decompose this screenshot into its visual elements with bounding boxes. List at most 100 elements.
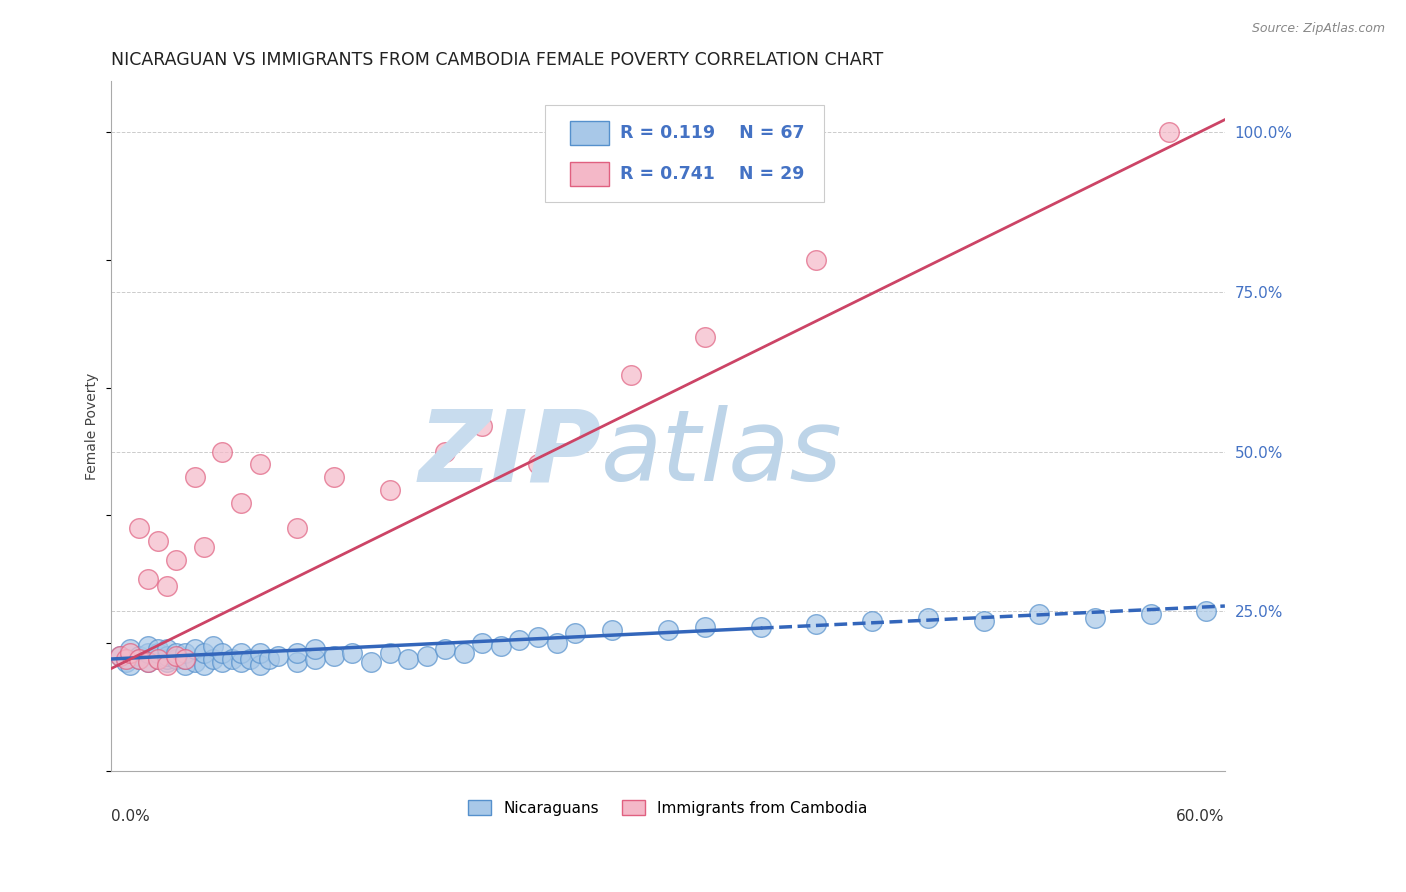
Text: atlas: atlas (602, 405, 842, 502)
Point (657, 624, 679, 638)
Point (508, 632, 530, 647)
Point (193, 541, 215, 555)
Point (378, 483, 401, 497)
Point (229, 495, 252, 509)
Point (211, 646, 233, 660)
Point (1028, 607, 1050, 622)
FancyBboxPatch shape (569, 162, 609, 186)
Point (115, 652, 138, 666)
Point (128, 652, 150, 666)
Point (396, 652, 419, 666)
Point (693, 329, 716, 343)
Point (136, 572, 159, 586)
Point (110, 648, 132, 663)
Point (471, 419, 494, 434)
Point (1195, 604, 1218, 618)
Point (174, 658, 197, 673)
Point (267, 648, 290, 663)
Point (146, 533, 169, 548)
Point (239, 652, 262, 666)
Point (221, 652, 243, 666)
Point (183, 655, 205, 669)
Point (156, 579, 179, 593)
Point (471, 636, 494, 650)
Point (174, 652, 197, 666)
Point (360, 655, 382, 669)
Point (285, 646, 308, 660)
Point (128, 648, 150, 663)
Point (434, 642, 457, 657)
Point (211, 444, 233, 458)
Point (146, 642, 169, 657)
Point (146, 652, 169, 666)
Text: 0.0%: 0.0% (111, 809, 150, 823)
Point (128, 652, 150, 666)
Point (1084, 610, 1107, 624)
Point (527, 458, 550, 472)
Point (115, 655, 138, 669)
Point (973, 614, 995, 628)
Point (136, 655, 159, 669)
Point (156, 648, 179, 663)
Point (564, 626, 586, 640)
Point (110, 648, 132, 663)
Point (118, 658, 141, 673)
Point (378, 646, 401, 660)
Point (146, 646, 169, 660)
Point (257, 652, 280, 666)
Point (118, 642, 141, 657)
Point (136, 646, 159, 660)
FancyBboxPatch shape (546, 105, 824, 202)
Point (1159, 125, 1181, 139)
Point (211, 655, 233, 669)
Point (165, 553, 187, 567)
Point (165, 646, 187, 660)
Legend: Nicaraguans, Immigrants from Cambodia: Nicaraguans, Immigrants from Cambodia (463, 794, 873, 822)
Point (229, 646, 252, 660)
Text: R = 0.119    N = 67: R = 0.119 N = 67 (620, 124, 804, 142)
Point (165, 648, 187, 663)
Point (156, 652, 179, 666)
Point (183, 470, 205, 484)
Point (693, 620, 716, 634)
Text: R = 0.741    N = 29: R = 0.741 N = 29 (620, 165, 804, 184)
Text: Source: ZipAtlas.com: Source: ZipAtlas.com (1251, 22, 1385, 36)
Point (229, 655, 252, 669)
Text: NICARAGUAN VS IMMIGRANTS FROM CAMBODIA FEMALE POVERTY CORRELATION CHART: NICARAGUAN VS IMMIGRANTS FROM CAMBODIA F… (111, 51, 883, 69)
Point (453, 646, 475, 660)
Point (118, 646, 141, 660)
Point (156, 658, 179, 673)
Point (304, 642, 326, 657)
Point (342, 646, 364, 660)
Point (860, 614, 883, 628)
Point (1139, 607, 1161, 622)
Point (249, 458, 271, 472)
Point (489, 639, 512, 653)
Point (415, 648, 437, 663)
Point (434, 444, 457, 458)
Point (322, 648, 344, 663)
FancyBboxPatch shape (569, 121, 609, 145)
Point (193, 658, 215, 673)
Point (156, 655, 179, 669)
Point (202, 639, 225, 653)
Text: 60.0%: 60.0% (1177, 809, 1225, 823)
Point (806, 616, 828, 631)
Text: ZIP: ZIP (418, 405, 602, 502)
Point (600, 624, 623, 638)
Point (322, 470, 344, 484)
Point (620, 368, 643, 382)
Point (165, 652, 187, 666)
Point (546, 636, 568, 650)
Point (146, 652, 169, 666)
Point (193, 646, 215, 660)
Point (304, 652, 326, 666)
Point (136, 639, 159, 653)
Point (174, 652, 197, 666)
Point (249, 646, 271, 660)
Point (202, 652, 225, 666)
Point (249, 658, 271, 673)
Point (917, 610, 939, 624)
Y-axis label: Female Poverty: Female Poverty (86, 372, 100, 480)
Point (174, 646, 197, 660)
